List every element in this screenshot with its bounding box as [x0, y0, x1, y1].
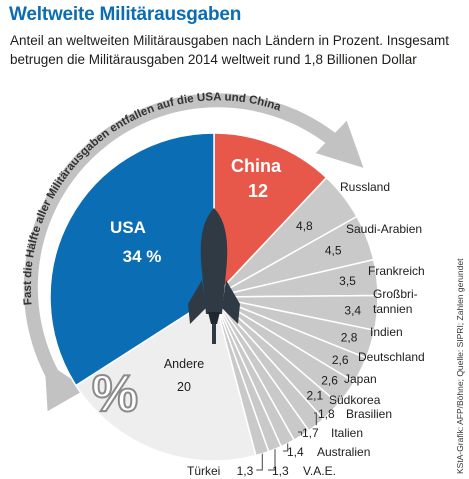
- chart-title: Weltweite Militärausgaben: [9, 4, 242, 25]
- slice-label-frankreich: Frankreich: [368, 264, 425, 278]
- slice-value-suedkorea: 2,1: [306, 389, 323, 403]
- slice-value-indien: 2,8: [341, 331, 358, 345]
- slice-value-andere: 20: [177, 380, 191, 394]
- slice-label-usa: USA: [110, 218, 146, 237]
- slice-label-grossbritannien: Großbri-tannien: [373, 287, 418, 316]
- slice-value-usa: 34 %: [123, 247, 162, 266]
- leader-line: [298, 431, 303, 436]
- slice-value-frankreich: 3,5: [339, 274, 356, 288]
- slice-value-china: 12: [248, 181, 268, 201]
- slice-label-andere: Andere: [164, 357, 204, 371]
- leader-line: [268, 449, 276, 471]
- slice-label-tuerkei: Türkei: [187, 464, 220, 478]
- leader-line: [283, 443, 289, 452]
- slice-value-grossbritannien: 3,4: [344, 304, 361, 318]
- slice-label-japan: Japan: [344, 372, 377, 386]
- slice-label-china: China: [231, 156, 282, 176]
- slice-usa: [49, 132, 215, 387]
- slice-value-brasilien: 1,8: [318, 407, 335, 421]
- slice-label-suedkorea: Südkorea: [329, 393, 381, 407]
- slice-value-v-a-e: 1,3: [272, 464, 289, 478]
- slice-label-saudi-arabien: Saudi-Arabien: [346, 222, 422, 236]
- slice-label-russland: Russland: [340, 180, 390, 194]
- source-note: KStA-Grafik: AFP/Böhne; Quelle: SIPRI; Z…: [455, 258, 465, 474]
- rocket-icon: [188, 208, 240, 344]
- slice-label-indien: Indien: [370, 325, 403, 339]
- slice-label-italien: Italien: [331, 426, 363, 440]
- leader-line: [256, 453, 263, 471]
- slice-andere: [74, 295, 257, 462]
- slice-value-australien: 1,4: [287, 445, 304, 459]
- slice-value-tuerkei: 1,3: [237, 464, 254, 478]
- curved-arrow: [23, 93, 364, 412]
- slice-label-brasilien: Brasilien: [346, 407, 392, 421]
- slice-label-v-a-e: V.A.E.: [303, 464, 336, 478]
- leader-line: [314, 412, 317, 426]
- percent-icon: %: [92, 365, 138, 423]
- slice-value-japan: 2,6: [321, 374, 338, 388]
- slice-label-deutschland: Deutschland: [358, 350, 425, 364]
- slice-china: [213, 132, 328, 299]
- slice-value-italien: 1,7: [302, 426, 319, 440]
- chart-subtitle: Anteil an weltweiten Militärausgaben nac…: [10, 33, 450, 67]
- slice-label-australien: Australien: [317, 445, 370, 459]
- slice-value-saudi-arabien: 4,5: [325, 244, 342, 258]
- slice-value-russland: 4,8: [296, 219, 313, 233]
- slice-value-deutschland: 2,6: [332, 353, 349, 367]
